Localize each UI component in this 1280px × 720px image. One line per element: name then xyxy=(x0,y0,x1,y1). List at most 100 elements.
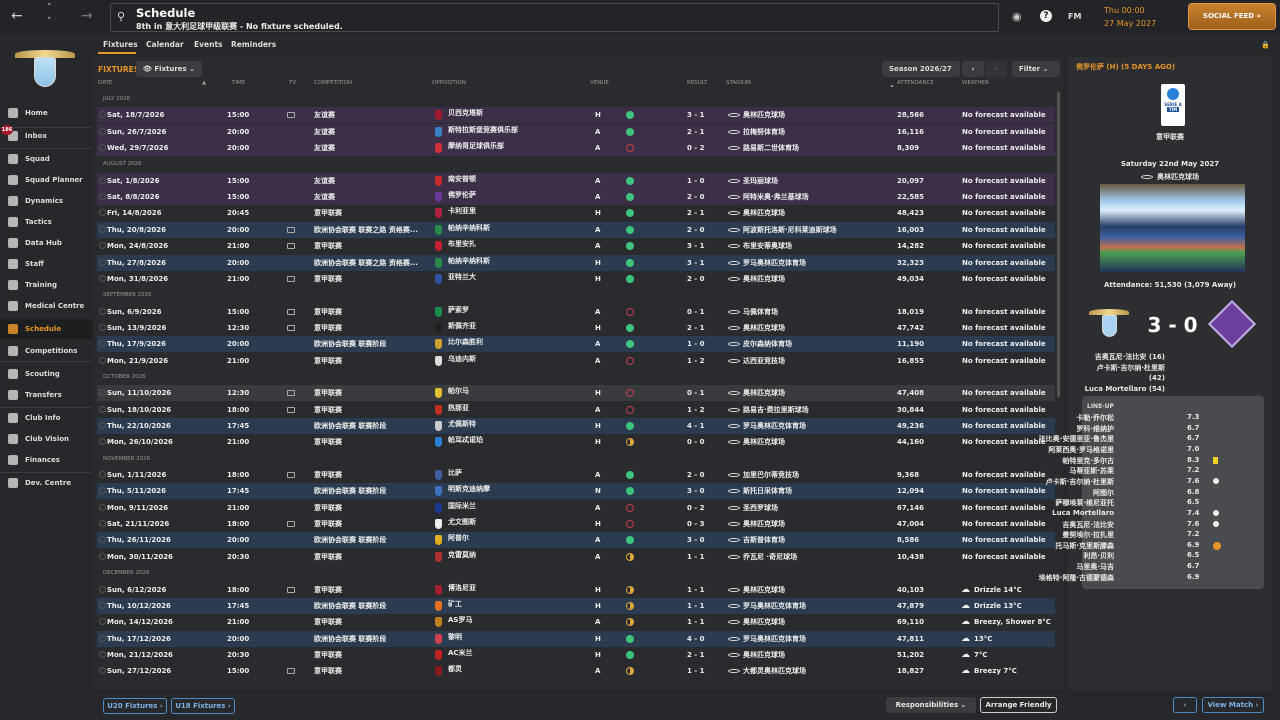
fixture-score[interactable]: 2 - 0 xyxy=(687,274,705,283)
fixture-opponent[interactable]: 比尔森胜利 xyxy=(448,338,483,347)
fixture-row[interactable]: Thu, 17/12/2026 20:00 欧洲协会联赛 联赛阶段 黎明 H 4 - 0 罗… xyxy=(97,630,1055,647)
row-radio[interactable] xyxy=(99,536,106,544)
fixture-opponent[interactable]: 乌迪内斯 xyxy=(448,354,476,363)
fixture-score[interactable]: 1 - 2 xyxy=(687,356,705,365)
fixture-score[interactable]: 2 - 1 xyxy=(687,209,705,218)
fixture-row[interactable]: Fri, 14/8/2026 20:45 意甲联赛 卡利亚里 H 2 - 1 奥林匹克球场 4… xyxy=(97,205,1055,221)
row-radio[interactable] xyxy=(99,389,106,397)
fixture-score[interactable]: 0 - 0 xyxy=(687,438,705,447)
down-button[interactable]: ˅ xyxy=(47,17,52,27)
forward-button[interactable]: → xyxy=(81,8,93,24)
sidebar-item-data-hub[interactable]: Data Hub xyxy=(0,233,92,253)
row-radio[interactable] xyxy=(99,193,106,201)
fixture-opponent[interactable]: 博洛尼亚 xyxy=(448,583,476,592)
fixture-row[interactable]: Sun, 18/10/2026 18:00 意甲联赛 热那亚 A 1 - 2 路易吉·费拉里… xyxy=(97,402,1055,418)
next-season-button[interactable]: › xyxy=(985,61,1007,77)
up-button[interactable]: ˄ xyxy=(47,3,52,13)
fixture-score[interactable]: 4 - 1 xyxy=(687,422,705,430)
fixture-score[interactable]: 1 - 1 xyxy=(687,667,705,676)
fixture-opponent[interactable]: 尤文图斯 xyxy=(448,518,476,527)
fixture-opponent[interactable]: 斯特拉斯堡竞赛俱乐部 xyxy=(448,125,518,134)
game-date[interactable]: Thu 00:00 27 May 2027 xyxy=(1097,4,1177,30)
player-name[interactable]: 吉奥瓦尼·法比安 xyxy=(1062,520,1114,529)
fixture-opponent[interactable]: 亚特兰大 xyxy=(448,272,476,281)
fixture-row[interactable]: Mon, 14/12/2026 21:00 意甲联赛 AS罗马 A 1 - 1 奥林匹克球场… xyxy=(97,614,1055,630)
player-name[interactable]: 法比奥·安德里亚·鲁杰里 xyxy=(1038,435,1114,444)
row-radio[interactable] xyxy=(99,127,106,135)
fixture-score[interactable]: 1 - 0 xyxy=(687,176,705,185)
fixture-row[interactable]: Sun, 1/11/2026 18:00 意甲联赛 比萨 A 2 - 0 加里巴尔蒂竞技场 9… xyxy=(97,467,1055,483)
fixture-score[interactable]: 4 - 0 xyxy=(687,634,705,643)
back-button[interactable]: ← xyxy=(11,8,23,24)
fixture-opponent[interactable]: 比萨 xyxy=(448,469,462,478)
fixture-score[interactable]: 0 - 1 xyxy=(687,389,705,398)
fixture-score[interactable]: 3 - 0 xyxy=(687,536,705,545)
row-radio[interactable] xyxy=(99,520,106,528)
fixture-opponent[interactable]: 尤佩斯特 xyxy=(448,420,476,428)
u18-fixtures-button[interactable]: U18 Fixtures › xyxy=(171,698,235,714)
last-match-title[interactable]: 佛罗伦萨 (H) (5 DAYS AGO) xyxy=(1076,63,1176,71)
prev-season-button[interactable]: ‹ xyxy=(962,61,984,77)
fixture-opponent[interactable]: 斯佩齐亚 xyxy=(448,321,476,330)
row-radio[interactable] xyxy=(99,176,106,184)
fixture-row[interactable]: Sat, 21/11/2026 18:00 意甲联赛 尤文图斯 H 0 - 3 奥林匹克球场… xyxy=(97,516,1055,532)
row-radio[interactable] xyxy=(99,144,106,152)
row-radio[interactable] xyxy=(99,242,106,250)
row-radio[interactable] xyxy=(99,307,106,315)
row-radio[interactable] xyxy=(99,274,106,282)
sidebar-item-staff[interactable]: Staff xyxy=(0,254,92,274)
fixture-row[interactable]: Sat, 8/8/2026 15:00 友谊赛 佛罗伦萨 A 2 - 0 阿特米奥·弗兰基球… xyxy=(97,189,1055,206)
player-name[interactable]: 马里奥·马吉 xyxy=(1076,563,1114,572)
sidebar-item-schedule[interactable]: Schedule xyxy=(0,319,92,339)
fixture-opponent[interactable]: 佛罗伦萨 xyxy=(448,191,476,200)
player-name[interactable]: 阿莱西奥·罗马格诺里 xyxy=(1048,445,1114,454)
club-crest[interactable] xyxy=(15,47,75,97)
player-name[interactable]: 萨穆埃莱·维尼亚托 xyxy=(1055,499,1114,508)
social-feed-button[interactable]: SOCIAL FEED » xyxy=(1189,4,1275,29)
arrange-friendly-button[interactable]: Arrange Friendly xyxy=(980,697,1057,713)
filter-dropdown[interactable]: Filter ⌄ xyxy=(1012,61,1060,77)
fixture-row[interactable]: Thu, 17/9/2026 20:00 欧洲协会联赛 联赛阶段 比尔森胜利 A 1 - … xyxy=(97,336,1055,353)
lock-icon[interactable]: 🔒 xyxy=(1261,41,1270,49)
fixture-opponent[interactable]: 帕纳辛纳科斯 xyxy=(448,223,490,232)
fixture-row[interactable]: Thu, 26/11/2026 20:00 欧洲协会联赛 联赛阶段 阿普尔 A 3 - 0… xyxy=(97,532,1055,549)
sidebar-item-dev-centre[interactable]: Dev. Centre xyxy=(0,473,92,493)
fixture-row[interactable]: Sun, 13/9/2026 12:30 意甲联赛 斯佩齐亚 H 2 - 1 奥林匹克球场 4… xyxy=(97,320,1055,336)
row-radio[interactable] xyxy=(99,209,106,217)
sidebar-item-home[interactable]: Home xyxy=(0,103,92,123)
row-radio[interactable] xyxy=(99,471,106,479)
globe-icon[interactable]: ◉ xyxy=(1012,10,1022,23)
fm-button[interactable]: FM xyxy=(1068,12,1082,21)
fixture-opponent[interactable]: 布里安扎 xyxy=(448,240,476,249)
row-radio[interactable] xyxy=(99,634,106,642)
fixture-opponent[interactable]: 阿普尔 xyxy=(448,534,469,543)
fixture-row[interactable]: Thu, 27/8/2026 20:00 欧洲协会联赛 联赛之路 资格赛... 帕纳辛… xyxy=(97,254,1055,271)
sidebar-item-scouting[interactable]: Scouting xyxy=(0,364,92,384)
fixture-row[interactable]: Sun, 27/12/2026 15:00 意甲联赛 都灵 A 1 - 1 大都灵奥林匹克球… xyxy=(97,663,1055,679)
sidebar-item-squad[interactable]: Squad xyxy=(0,149,92,169)
row-radio[interactable] xyxy=(99,503,106,511)
col-tv[interactable]: TV xyxy=(289,80,297,86)
fixture-score[interactable]: 2 - 1 xyxy=(687,650,705,659)
fixture-opponent[interactable]: AC米兰 xyxy=(448,648,473,657)
row-radio[interactable] xyxy=(99,601,106,609)
tab-reminders[interactable]: Reminders xyxy=(231,40,277,49)
col-competition[interactable]: COMPETITION xyxy=(314,80,353,86)
player-name[interactable]: 帕特里克·多尔古 xyxy=(1062,456,1114,465)
sidebar-item-club-info[interactable]: Club Info xyxy=(0,408,92,428)
responsibilities-dropdown[interactable]: Responsibilities ⌄ xyxy=(886,697,976,713)
fixture-opponent[interactable]: 贝西克塔斯 xyxy=(448,109,483,118)
fixture-score[interactable]: 2 - 0 xyxy=(687,193,705,202)
sidebar-item-inbox[interactable]: Inbox xyxy=(0,126,92,146)
player-name[interactable]: 埃格特·阿隆·古德蒙德森 xyxy=(1038,573,1114,582)
fixture-row[interactable]: Wed, 29/7/2026 20:00 友谊赛 摩纳哥足球俱乐部 A 0 - 2 路易斯二… xyxy=(97,140,1055,157)
fixture-row[interactable]: Sun, 6/9/2026 15:00 意甲联赛 萨索罗 A 0 - 1 马佩体育场 18,0… xyxy=(97,304,1055,320)
row-radio[interactable] xyxy=(99,422,106,429)
player-name[interactable]: 罗科·维纳护 xyxy=(1076,424,1114,433)
player-name[interactable]: 马蒂亚斯·苏莱 xyxy=(1069,467,1114,476)
fixture-row[interactable]: Mon, 31/8/2026 21:00 意甲联赛 亚特兰大 H 2 - 0 奥林匹克球场 4… xyxy=(97,271,1055,287)
fixture-row[interactable]: Thu, 20/8/2026 20:00 欧洲协会联赛 联赛之路 资格赛... 帕纳辛… xyxy=(97,221,1055,238)
fixture-row[interactable]: Sat, 18/7/2026 15:00 友谊赛 贝西克塔斯 H 3 - 1 奥林匹克球场 2… xyxy=(97,107,1055,124)
fixture-opponent[interactable]: 热那亚 xyxy=(448,403,469,412)
fixture-opponent[interactable]: 都灵 xyxy=(448,665,462,674)
